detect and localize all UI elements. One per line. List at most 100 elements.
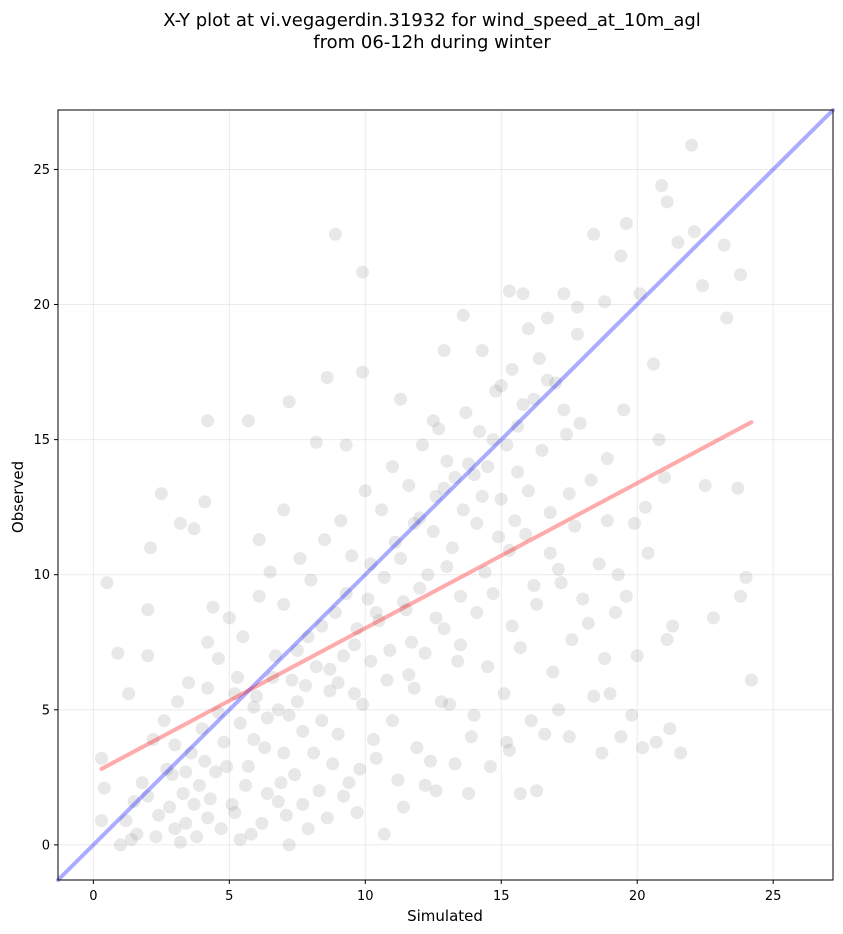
- data-point: [527, 579, 541, 592]
- data-point: [127, 795, 141, 809]
- data-point: [475, 344, 489, 357]
- data-point: [426, 414, 440, 428]
- data-point: [521, 322, 535, 336]
- data-point: [144, 541, 157, 555]
- data-point: [301, 822, 315, 836]
- data-point: [532, 352, 546, 366]
- data-point: [154, 487, 168, 501]
- data-point: [386, 460, 399, 474]
- data-point: [288, 768, 302, 782]
- data-point: [394, 392, 408, 406]
- data-point: [206, 600, 220, 614]
- data-point: [201, 811, 215, 825]
- data-point: [124, 833, 138, 846]
- data-point: [516, 398, 530, 411]
- y-tick-label: 15: [33, 433, 50, 448]
- data-point: [211, 706, 225, 719]
- data-point: [576, 592, 590, 606]
- data-point: [481, 660, 495, 674]
- data-point: [541, 311, 554, 325]
- data-point: [315, 619, 329, 633]
- data-point: [551, 562, 565, 576]
- data-point: [570, 327, 584, 341]
- chart-title-line-1: X-Y plot at vi.vegagerdin.31932 for wind…: [163, 10, 701, 31]
- data-point: [573, 416, 587, 430]
- data-point: [192, 778, 206, 792]
- data-point: [685, 138, 699, 152]
- data-point: [739, 570, 753, 584]
- data-point: [100, 576, 114, 590]
- data-point: [415, 438, 429, 452]
- data-point: [282, 708, 296, 722]
- data-point: [209, 765, 223, 779]
- data-point: [141, 603, 155, 617]
- data-point: [111, 646, 125, 660]
- data-point: [366, 733, 380, 746]
- data-point: [239, 778, 253, 792]
- data-point: [527, 392, 541, 406]
- data-point: [214, 822, 228, 836]
- data-point: [119, 814, 133, 828]
- data-point: [671, 235, 685, 249]
- data-point: [296, 724, 310, 738]
- data-point: [339, 438, 353, 452]
- data-point: [628, 516, 641, 530]
- data-point: [309, 660, 323, 674]
- data-point: [258, 741, 272, 755]
- data-point: [318, 533, 331, 547]
- data-point: [328, 606, 342, 619]
- data-point: [543, 506, 557, 520]
- data-point: [320, 371, 334, 384]
- data-point: [448, 470, 462, 484]
- data-point: [456, 308, 470, 322]
- data-point: [535, 443, 549, 457]
- data-point: [244, 827, 258, 841]
- data-point: [505, 362, 519, 376]
- data-point: [500, 438, 514, 452]
- data-point: [426, 525, 440, 538]
- data-point: [546, 665, 560, 679]
- data-point: [516, 287, 530, 301]
- data-point: [130, 827, 144, 841]
- data-point: [687, 225, 701, 239]
- data-point: [630, 649, 644, 663]
- data-point: [614, 249, 628, 263]
- data-point: [511, 419, 525, 433]
- data-point: [358, 484, 372, 498]
- data-point: [315, 714, 329, 728]
- data-point: [462, 787, 476, 800]
- data-point: [538, 727, 552, 741]
- data-point: [513, 641, 527, 655]
- y-tick-label: 10: [33, 568, 50, 583]
- data-point: [331, 676, 345, 690]
- data-point: [157, 714, 171, 728]
- data-point: [638, 500, 652, 514]
- data-point: [312, 784, 326, 798]
- data-point: [440, 454, 454, 468]
- data-point: [429, 611, 443, 625]
- data-point: [652, 433, 666, 447]
- data-point: [443, 697, 457, 711]
- data-point: [260, 711, 274, 725]
- data-point: [698, 479, 712, 492]
- data-points: [95, 138, 758, 852]
- data-point: [279, 808, 293, 822]
- y-tick-label: 5: [42, 703, 50, 718]
- data-point: [195, 722, 209, 736]
- chart-title-line-2: from 06-12h during winter: [313, 32, 551, 53]
- data-point: [342, 776, 356, 790]
- data-point: [418, 646, 432, 660]
- data-point: [293, 552, 307, 565]
- data-point: [241, 760, 255, 773]
- data-point: [201, 414, 215, 428]
- data-point: [165, 768, 179, 782]
- data-point: [334, 514, 348, 528]
- data-point: [494, 379, 508, 393]
- data-point: [470, 516, 484, 530]
- data-point: [451, 654, 465, 668]
- x-axis-label: Simulated: [407, 907, 483, 925]
- data-point: [717, 238, 731, 252]
- data-point: [557, 403, 571, 417]
- data-point: [706, 611, 720, 625]
- data-point: [660, 633, 674, 646]
